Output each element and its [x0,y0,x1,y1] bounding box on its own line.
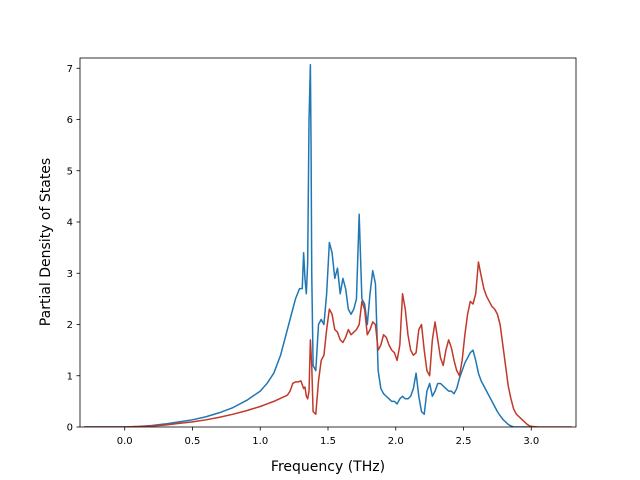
series-line-2 [84,261,572,427]
plot-series [84,63,572,427]
y-tick-label: 6 [67,115,73,126]
x-tick-label: 2.5 [456,436,472,447]
axes-frame [79,57,577,428]
x-axis-label: Frequency (THz) [271,459,385,475]
x-tick-label: 3.0 [523,436,539,447]
y-axis-label: Partial Density of States [38,158,54,326]
x-tick-label: 1.5 [320,436,336,447]
x-tick-label: 0.0 [117,436,133,447]
y-tick-label: 7 [67,64,73,75]
x-tick-label: 1.0 [252,436,268,447]
x-tick-label: 0.5 [185,436,201,447]
y-tick-label: 1 [67,371,73,382]
series-line-1 [84,63,532,427]
y-tick-label: 0 [67,423,73,434]
x-tick-label: 2.0 [388,436,404,447]
y-tick-label: 2 [67,320,73,331]
x-axis-ticks: 0.0 0.5 1.0 1.5 2.0 2.5 3.0 [117,427,539,447]
y-axis-ticks: 0 1 2 3 4 5 6 7 [67,64,80,434]
y-tick-label: 3 [67,269,73,280]
y-tick-label: 4 [67,218,73,229]
y-tick-label: 5 [67,166,73,177]
